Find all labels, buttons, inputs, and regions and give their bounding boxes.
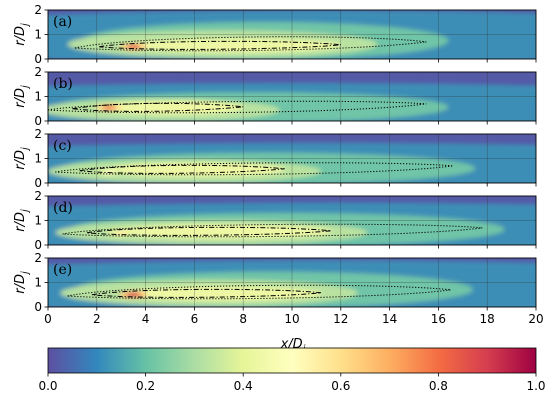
x-tick-label: 12 <box>333 312 348 326</box>
panel-label: (d) <box>53 200 73 216</box>
panel-2: 0 1 2r/Dj (b) <box>13 65 537 128</box>
intensity-field <box>48 82 536 121</box>
y-tick-label: 1 <box>34 28 42 42</box>
y-tick-label: 1 <box>34 214 42 228</box>
y-tick-label: 2 <box>34 127 42 141</box>
colorbar-tick-label: 0.4 <box>234 379 253 393</box>
panel-label: (b) <box>53 76 73 92</box>
intensity-field <box>48 142 536 183</box>
colorbar-tick-label: 0.6 <box>331 379 350 393</box>
x-tick-label: 10 <box>284 312 299 326</box>
y-tick-label: 2 <box>34 189 42 203</box>
y-axis-label: r/Dj <box>13 271 31 294</box>
panel-3: 0 1 2r/Dj (c) <box>13 127 537 190</box>
inner-contour <box>86 226 332 236</box>
panel-5: 0 1 2r/Dj (e) <box>13 251 537 314</box>
intensity-field <box>48 10 536 59</box>
y-tick-label: 1 <box>34 152 42 166</box>
grid <box>48 258 536 307</box>
y-tick-label: 0 <box>34 300 42 314</box>
x-tick-label: 2 <box>93 312 101 326</box>
outer-contour <box>62 223 483 238</box>
grid <box>48 72 536 121</box>
x-tick-label: 18 <box>480 312 495 326</box>
y-tick-label: 0 <box>34 52 42 66</box>
intensity-field <box>48 202 536 245</box>
colorbar-tick-label: 0.2 <box>136 379 155 393</box>
y-tick-label: 1 <box>34 276 42 290</box>
y-tick-label: 1 <box>34 90 42 104</box>
y-tick-label: 0 <box>34 238 42 252</box>
inner-contour <box>91 288 322 298</box>
panel-4: 0 1 2r/Dj (d) <box>13 189 537 252</box>
outer-contour <box>74 36 427 52</box>
y-axis-label: r/Dj <box>13 23 31 46</box>
panel-label: (c) <box>53 138 72 154</box>
y-tick-label: 2 <box>34 65 42 79</box>
y-tick-label: 0 <box>34 114 42 128</box>
y-axis-label: r/Dj <box>13 209 31 232</box>
panel-label: (a) <box>53 14 72 30</box>
x-tick-label: 20 <box>528 312 543 326</box>
outer-contour <box>48 100 427 114</box>
y-tick-label: 0 <box>34 176 42 190</box>
grid <box>48 10 536 59</box>
colorbar <box>47 347 537 374</box>
x-tick-label: 14 <box>382 312 397 326</box>
colorbar-tick-label: 1.0 <box>526 379 545 393</box>
grid <box>48 196 536 245</box>
x-tick-label: 4 <box>142 312 150 326</box>
intensity-field <box>48 260 536 307</box>
grid <box>48 134 536 183</box>
colorbar-ticks: 0.0 0.2 0.4 0.6 0.8 1.0 <box>38 373 546 393</box>
x-tick-label: 0 <box>44 312 52 326</box>
x-tick-label: 16 <box>431 312 446 326</box>
colorbar-tick-label: 0.8 <box>429 379 448 393</box>
y-axis-label: r/Dj <box>13 85 31 108</box>
inner-contour <box>79 164 285 174</box>
x-tick-label: 6 <box>191 312 199 326</box>
panel-1: 0 1 2r/Dj (a) <box>13 3 537 66</box>
y-tick-label: 2 <box>34 251 42 265</box>
colorbar-tick-label: 0.0 <box>38 379 57 393</box>
y-tick-label: 2 <box>34 3 42 17</box>
panel-label: (e) <box>53 262 72 278</box>
x-tick-label: 8 <box>239 312 247 326</box>
outer-contour <box>55 162 454 176</box>
y-axis-label: r/Dj <box>13 147 31 170</box>
x-tick-labels: 0 2 4 6 8 10 12 14 16 18 20 <box>44 312 543 326</box>
